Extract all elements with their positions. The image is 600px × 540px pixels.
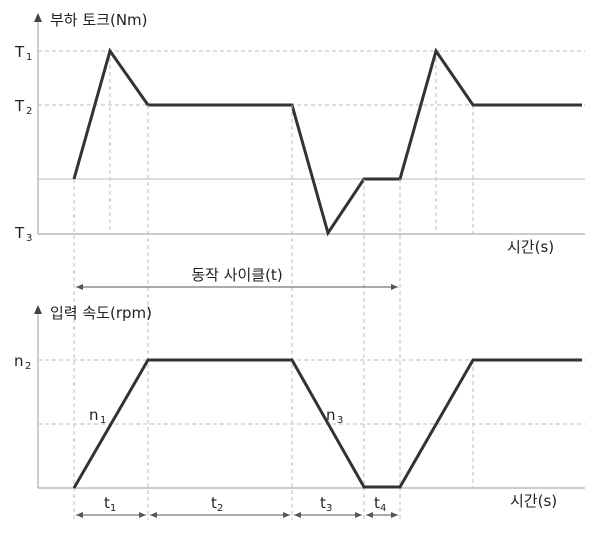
t1-label-sub: 1 (26, 52, 32, 63)
cycle-dimension: 동작 사이클(t) (76, 266, 398, 290)
t1-interval-main: t (104, 494, 110, 512)
t2-interval-sub: 2 (217, 503, 223, 514)
cycle-label: 동작 사이클(t) (191, 266, 282, 284)
torque-title: 부하 토크(Nm) (50, 11, 148, 29)
n2-label-sub: 2 (25, 361, 31, 372)
t3-label-main: T (14, 224, 25, 242)
t1-interval-sub: 1 (110, 503, 116, 514)
t2-label: T 2 (14, 97, 32, 117)
n3-label-sub: 3 (337, 415, 343, 426)
t2-interval-label: t 2 (211, 494, 223, 514)
n3-label-main: n (326, 406, 336, 424)
t2-label-main: T (14, 97, 25, 115)
t3-interval-main: t (320, 494, 326, 512)
t3-label-sub: 3 (26, 233, 32, 244)
n2-label: n 2 (14, 352, 31, 372)
speed-x-label: 시간(s) (510, 492, 557, 510)
t3-interval-sub: 3 (326, 503, 332, 514)
t4-interval-main: t (374, 494, 380, 512)
n2-label-main: n (14, 352, 24, 370)
torque-curve (72, 47, 582, 237)
speed-y-axis-arrow (34, 305, 42, 314)
torque-y-axis-arrow (34, 13, 42, 22)
n3-label: n 3 (326, 406, 343, 426)
t4-interval-label: t 4 (374, 494, 386, 514)
t4-interval-sub: 4 (380, 503, 386, 514)
t3-label: T 3 (14, 224, 32, 244)
t1-label-main: T (14, 43, 25, 61)
t2-interval-main: t (211, 494, 217, 512)
n1-label-main: n (89, 406, 99, 424)
speed-curve (72, 358, 582, 489)
t2-label-sub: 2 (26, 106, 32, 117)
torque-graph: 부하 토크(Nm) 시간(s) T 1 T 2 T 3 (14, 11, 585, 256)
interval-dimensions: t 1 t 2 t 3 t 4 (76, 494, 398, 518)
torque-x-label: 시간(s) (507, 238, 554, 256)
n1-label: n 1 (89, 406, 106, 426)
shared-guides (73, 105, 401, 520)
t1-label: T 1 (14, 43, 32, 63)
t3-interval-label: t 3 (320, 494, 332, 514)
n1-label-sub: 1 (100, 415, 106, 426)
speed-graph: 입력 속도(rpm) 시간(s) n 2 n 1 n 3 (14, 304, 585, 510)
speed-title: 입력 속도(rpm) (50, 304, 152, 322)
t1-interval-label: t 1 (104, 494, 116, 514)
